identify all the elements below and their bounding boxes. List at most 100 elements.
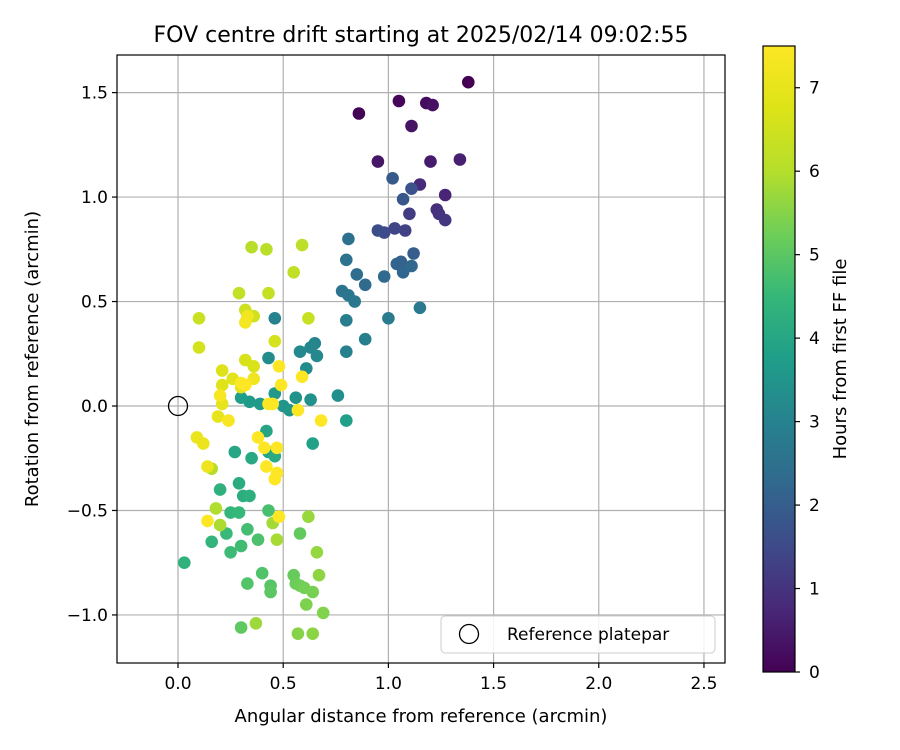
scatter-point	[215, 378, 229, 392]
scatter-point	[312, 568, 326, 582]
scatter-point	[241, 523, 254, 536]
scatter-point	[306, 437, 320, 450]
y-axis-ticks: −1.0 −0.5 0.0 0.5 1.0 1.5	[67, 84, 117, 626]
scatter-point	[262, 286, 275, 300]
y-axis-label: Rotation from reference (arcmin)	[22, 211, 43, 507]
scatter-point	[222, 414, 235, 427]
x-axis-ticks: 0.0 0.5 1.0 1.5 2.0 2.5	[164, 663, 717, 694]
scatter-point	[295, 370, 309, 384]
legend-box	[440, 615, 716, 654]
x-tick-label: 0.0	[164, 674, 191, 694]
scatter-point	[340, 314, 353, 327]
scatter-point	[291, 403, 305, 417]
scatter-point	[310, 546, 324, 559]
colorbar-label: Hours from first FF file	[830, 259, 851, 460]
reference-platepar-marker	[167, 395, 189, 417]
scatter-point	[258, 441, 271, 455]
scatter-point	[382, 312, 395, 325]
scatter-point	[304, 393, 317, 407]
scatter-point	[424, 155, 437, 168]
scatter-point	[302, 312, 315, 325]
colorbar-tick-label: 6	[809, 162, 820, 182]
scatter-point	[192, 341, 206, 354]
scatter-point	[201, 460, 214, 473]
scatter-point	[270, 533, 284, 546]
scatter-point	[300, 598, 313, 611]
scatter-point	[348, 295, 362, 308]
scatter-point	[306, 627, 320, 640]
scatter-point	[314, 414, 328, 427]
scatter-point	[197, 437, 210, 450]
scatter-point	[270, 441, 284, 455]
scatter-point	[316, 606, 330, 620]
scatter-point	[239, 316, 252, 329]
chart-title: FOV centre drift starting at 2025/02/14 …	[154, 23, 689, 48]
reference-point	[167, 395, 189, 417]
scatter-point	[438, 213, 452, 227]
x-tick-label: 1.0	[375, 674, 402, 694]
scatter-point	[358, 332, 372, 346]
scatter-point	[426, 98, 439, 112]
scatter-point	[205, 535, 218, 549]
scatter-points	[178, 75, 475, 640]
colorbar-ticks: 0 1 2 3 4 5 6 7	[795, 79, 820, 683]
scatter-point	[371, 224, 385, 237]
scatter-point	[350, 268, 364, 281]
scatter-point	[213, 389, 227, 402]
scatter-point	[287, 266, 301, 279]
scatter-point	[232, 477, 246, 490]
grid-lines	[117, 55, 725, 663]
colorbar-gradient	[762, 45, 796, 673]
scatter-point	[340, 345, 353, 359]
y-tick-label: 0.0	[81, 397, 108, 417]
x-axis-label: Angular distance from reference (arcmin)	[235, 706, 608, 727]
scatter-point	[358, 278, 372, 292]
colorbar-tick-label: 5	[809, 246, 820, 266]
scatter-point	[262, 351, 275, 365]
scatter-point	[266, 397, 280, 411]
scatter-point	[413, 301, 427, 315]
colorbar-tick-label: 3	[809, 413, 820, 433]
scatter-point	[232, 286, 246, 300]
scatter-point	[306, 585, 320, 599]
scatter-point	[310, 349, 324, 363]
scatter-point	[291, 627, 305, 640]
colorbar-tick-label: 2	[809, 496, 820, 516]
scatter-point	[239, 378, 252, 392]
scatter-point	[201, 514, 214, 528]
colorbar: 0 1 2 3 4 5 6 7 Hours from first FF file	[762, 45, 851, 683]
scatter-point	[268, 312, 282, 325]
scatter-point	[386, 172, 399, 185]
scatter-point	[232, 506, 246, 519]
scatter-point	[215, 364, 229, 377]
scatter-point	[293, 345, 307, 359]
scatter-point	[241, 577, 254, 590]
scatter-point	[260, 243, 273, 256]
scatter-point	[377, 270, 391, 283]
plot-frame	[116, 54, 726, 664]
scatter-point	[405, 259, 418, 273]
scatter-point	[260, 460, 273, 473]
scatter-point	[255, 566, 269, 580]
scatter-point	[405, 119, 418, 133]
scatter-point	[224, 546, 237, 559]
colorbar-tick-label: 1	[809, 580, 820, 600]
scatter-point	[398, 224, 412, 237]
x-tick-label: 2.0	[585, 674, 612, 694]
scatter-point	[340, 253, 353, 267]
scatter-point	[264, 585, 277, 599]
scatter-point	[302, 510, 315, 523]
scatter-point	[392, 94, 406, 108]
scatter-point	[245, 451, 258, 465]
scatter-point	[352, 107, 366, 120]
scatter-point	[289, 391, 303, 405]
legend-label-reference: Reference platepar	[507, 625, 669, 645]
scatter-point	[272, 510, 286, 523]
scatter-point	[453, 153, 467, 166]
scatter-point	[293, 527, 307, 540]
scatter-point	[234, 621, 248, 634]
scatter-point	[262, 504, 275, 517]
scatter-point	[405, 182, 418, 195]
y-tick-label: −0.5	[67, 501, 108, 521]
